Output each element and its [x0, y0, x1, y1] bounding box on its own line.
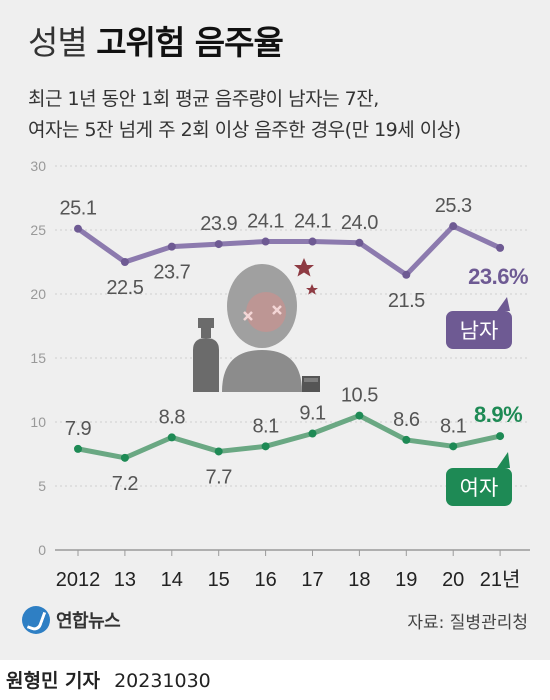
data-point-female [261, 442, 270, 451]
data-point-female [308, 429, 317, 438]
legend-bubble [446, 468, 512, 506]
data-label-female: 9.1 [299, 403, 326, 425]
chart-title: 성별 고위험 음주율 [28, 16, 284, 64]
star-icon [294, 258, 318, 295]
title-light: 성별 [28, 23, 88, 62]
data-point-female [402, 435, 411, 444]
data-label-female: 8.1 [440, 415, 467, 437]
y-tick-label: 15 [30, 350, 46, 366]
x-tick-label: 18 [348, 569, 370, 591]
yonhap-logo-icon [22, 606, 50, 634]
legend-bubble-tail [497, 452, 510, 468]
legend-bubble [446, 311, 512, 349]
data-label-female: 8.9% [474, 402, 522, 427]
x-tick-label: 19 [395, 569, 417, 591]
drunk-person-icon [222, 264, 302, 392]
data-point-female [496, 432, 505, 441]
data-label-male: 23.7 [153, 262, 190, 284]
series-layer [74, 222, 505, 462]
data-point-female [167, 433, 176, 442]
x-axis: 2012 13 14 15 16 17 18 19 20 21년 [56, 550, 521, 591]
data-label-female: 8.8 [159, 406, 186, 428]
series-line-female [77, 413, 501, 461]
data-label-female: 7.7 [206, 466, 233, 488]
data-label-male: 25.1 [60, 198, 97, 220]
line-chart: 0 5 10 15 20 25 30 25.1 22.5 23.7 23.9 24.1 24.1 24.… [30, 158, 530, 591]
x-tick-label: 20 [442, 569, 464, 591]
source-note: 자료: 질병관리청 [407, 613, 528, 633]
byline: 원형민 기자 20231030 [6, 666, 211, 693]
x-tick-label: 16 [254, 569, 276, 591]
legend-label: 남자 [460, 320, 499, 343]
data-point-male [308, 237, 317, 246]
publish-date: 20231030 [114, 670, 211, 692]
data-label-female: 8.6 [393, 409, 420, 431]
data-point-female [449, 442, 458, 451]
yonhap-logo: 연합뉴스 [22, 606, 121, 634]
data-label-female: 7.9 [65, 418, 92, 440]
legend-label: 여자 [460, 477, 499, 500]
legend-female: 여자 [446, 452, 512, 506]
y-tick-label: 10 [30, 414, 46, 430]
data-point-female [120, 453, 129, 462]
data-label-layer: 25.1 22.5 23.7 23.9 24.1 24.1 24.0 21.5 25.3 23.6… [60, 195, 529, 495]
data-point-female [355, 411, 364, 420]
chart-subtitle: 최근 1년 동안 1회 평균 음주량이 남자는 7잔, 여자는 5잔 넘게 주 … [28, 84, 461, 146]
y-tick-label: 20 [30, 286, 46, 302]
data-point-male [402, 270, 411, 279]
glass-icon [302, 376, 320, 392]
title-bold: 고위험 음주율 [96, 23, 284, 62]
data-point-male [355, 238, 364, 247]
drunk-person-illustration [193, 258, 320, 392]
data-point-female [74, 444, 82, 453]
data-point-male [449, 222, 458, 231]
bottle-icon [193, 318, 219, 392]
data-label-male: 23.9 [200, 213, 237, 235]
data-label-female: 7.2 [112, 473, 139, 495]
logo-text: 연합뉴스 [56, 611, 121, 632]
y-tick-label: 30 [30, 158, 46, 174]
data-point-female [214, 447, 223, 456]
data-point-male [120, 258, 129, 266]
data-point-male [167, 242, 176, 251]
data-label-male: 24.1 [294, 211, 331, 233]
x-tick-label: 15 [208, 569, 230, 591]
legend-bubble-tail [497, 297, 510, 311]
x-tick-label: 21년 [480, 568, 521, 591]
subtitle-line-2: 여자는 5잔 넘게 주 2회 이상 음주한 경우(만 19세 이상) [28, 119, 461, 141]
series-line-male [76, 223, 502, 278]
data-label-male: 25.3 [435, 195, 472, 217]
data-point-male [496, 243, 505, 252]
data-label-female: 10.5 [341, 385, 378, 407]
y-tick-label: 5 [38, 478, 46, 494]
x-tick-label: 2012 [56, 569, 101, 591]
data-point-male [214, 240, 223, 249]
data-label-male: 22.5 [106, 277, 143, 299]
y-tick-label: 25 [30, 222, 46, 238]
x-tick-label: 14 [161, 569, 183, 591]
x-tick-label: 17 [301, 569, 323, 591]
reporter-name: 원형민 기자 [6, 670, 101, 692]
data-point-male [261, 237, 270, 246]
x-tick-label: 13 [114, 569, 136, 591]
subtitle-line-1: 최근 1년 동안 1회 평균 음주량이 남자는 7잔, [28, 88, 379, 110]
data-label-male: 24.0 [341, 212, 378, 234]
data-label-female: 8.1 [252, 415, 279, 437]
data-label-male: 23.6% [468, 264, 528, 289]
data-label-male: 21.5 [388, 290, 425, 312]
y-tick-label: 0 [38, 542, 46, 558]
data-point-male [74, 224, 82, 233]
data-label-male: 24.1 [247, 211, 284, 233]
legend-male: 남자 [446, 297, 512, 349]
